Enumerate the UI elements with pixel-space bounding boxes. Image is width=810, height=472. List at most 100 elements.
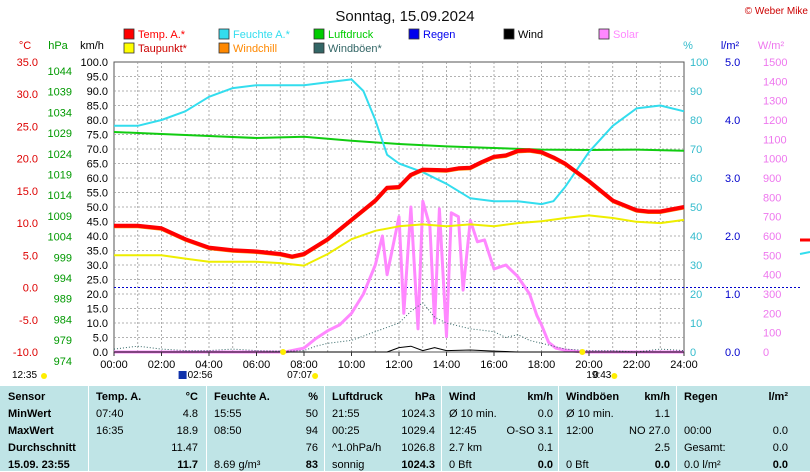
table-divider (676, 386, 677, 471)
table-cell: 12:45 (449, 425, 477, 437)
press-tick-label: 974 (54, 356, 72, 368)
solar-tick-label: 900 (763, 173, 781, 185)
table-cell: 2.7 km (449, 442, 483, 454)
press-tick-label: 1019 (48, 170, 72, 182)
rain-tick-label: 4.0 (725, 115, 740, 127)
table-header-cell: km/h (644, 391, 670, 403)
legend-swatch (313, 42, 325, 54)
statistics-table: Sensor Temp. A. °C Feuchte A.% Luftdruck hPa W… (0, 386, 810, 471)
wind-tick-label: 15.0 (87, 304, 108, 316)
table-cell: 0.0 (537, 408, 553, 420)
x-tick-label: 18:00 (528, 359, 556, 371)
hum-tick-label: 30 (690, 260, 702, 272)
table-header-cell: % (308, 391, 318, 403)
table-cell: 8.69 g/m³ (214, 459, 261, 471)
legend-swatch (218, 28, 230, 40)
press-tick-label: 1004 (48, 232, 72, 244)
wind-tick-label: 100.0 (80, 57, 108, 69)
table-cell: 07:40 (96, 408, 124, 420)
temp-tick-label: 35.0 (17, 57, 38, 69)
wind-tick-label: 90.0 (87, 86, 108, 98)
legend-label: Wind (518, 29, 543, 41)
press-tick-label: 994 (54, 273, 72, 285)
hum-tick-label: 20 (690, 289, 702, 301)
solar-tick-label: 200 (763, 308, 781, 320)
table-cell: 11.7 (177, 459, 198, 471)
legend-swatch (313, 28, 325, 40)
hum-tick-label: 0 (690, 347, 696, 359)
table-cell: 11.47 (171, 442, 198, 454)
series-feuchtea (114, 78, 685, 206)
hum-tick-label: 90 (690, 86, 702, 98)
wind-tick-label: 75.0 (87, 130, 108, 142)
sunrise-marker (312, 373, 319, 379)
x-tick-label: 04:00 (195, 359, 223, 371)
wind-unit-label: km/h (80, 40, 104, 52)
table-cell: Ø 10 min. (566, 408, 614, 420)
wind-tick-label: 10.0 (87, 318, 108, 330)
table-divider (88, 386, 89, 471)
wind-tick-label: 60.0 (87, 173, 108, 185)
table-header-cell: km/h (527, 391, 553, 403)
wind-tick-label: 30.0 (87, 260, 108, 272)
sunset-axis-marker (579, 349, 586, 355)
table-cell: Durchschnitt (8, 442, 76, 454)
wind-tick-label: 65.0 (87, 159, 108, 171)
solar-tick-label: 100 (763, 328, 781, 340)
solar-tick-label: 500 (763, 250, 781, 262)
legend-swatch (408, 28, 420, 40)
temp-tick-label: 0.0 (23, 283, 38, 295)
table-cell: O-SO 3.1 (506, 425, 553, 437)
press-tick-label: 1039 (48, 87, 72, 99)
series-luftdruck (113, 131, 685, 152)
edge-hum-mark (799, 251, 810, 255)
x-tick-label: 24:00 (670, 359, 698, 371)
table-divider (441, 386, 442, 471)
x-tick-label: 02:00 (148, 359, 176, 371)
table-header-cell: hPa (414, 391, 435, 403)
solar-tick-label: 1100 (763, 134, 787, 146)
series-taupunkt (114, 214, 685, 267)
temp-tick-label: 5.0 (23, 250, 38, 262)
table-cell: 16:35 (96, 425, 124, 437)
legend-label: Solar (613, 29, 639, 41)
rain-tick-label: 5.0 (725, 57, 740, 69)
table-header-cell: Regen (684, 391, 718, 403)
press-tick-label: 1029 (48, 128, 72, 140)
press-unit-label: hPa (48, 40, 68, 52)
series-windben (113, 302, 685, 353)
solar-tick-label: 1500 (763, 57, 787, 69)
table-cell: 18.9 (176, 425, 198, 437)
temp-tick-label: 30.0 (17, 89, 38, 101)
press-tick-label: 979 (54, 335, 72, 347)
table-cell: 0.0 (654, 459, 670, 471)
sunset-marker (611, 373, 618, 379)
table-cell: 0.0 (772, 459, 788, 471)
legend-label: Feuchte A.* (233, 29, 291, 41)
table-cell: 00:25 (332, 425, 360, 437)
wind-tick-label: 40.0 (87, 231, 108, 243)
press-tick-label: 1024 (48, 149, 72, 161)
table-header-cell: °C (185, 391, 198, 403)
table-header-cell: Sensor (8, 391, 46, 403)
legend-label: Temp. A.* (138, 29, 186, 41)
wind-tick-label: 20.0 (87, 289, 108, 301)
sun-event-label: 0 (593, 370, 599, 381)
table-divider (206, 386, 207, 471)
wind-tick-label: 50.0 (87, 202, 108, 214)
sun-event-label: 02:56 (188, 370, 213, 381)
temp-unit-label: °C (19, 40, 31, 52)
sun-marker (41, 373, 47, 379)
table-header-cell: Feuchte A. (214, 391, 270, 403)
moon-marker (178, 371, 187, 379)
hum-tick-label: 40 (690, 231, 702, 243)
hum-tick-label: 70 (690, 144, 702, 156)
wind-tick-label: 5.0 (93, 333, 108, 345)
table-cell: 0.0 (772, 442, 788, 454)
hum-tick-label: 50 (690, 202, 702, 214)
table-cell: 0.1 (537, 442, 553, 454)
table-cell: NO 27.0 (629, 425, 670, 437)
press-tick-label: 989 (54, 294, 72, 306)
temp-tick-label: 15.0 (17, 186, 38, 198)
hum-unit-label: % (683, 40, 693, 52)
